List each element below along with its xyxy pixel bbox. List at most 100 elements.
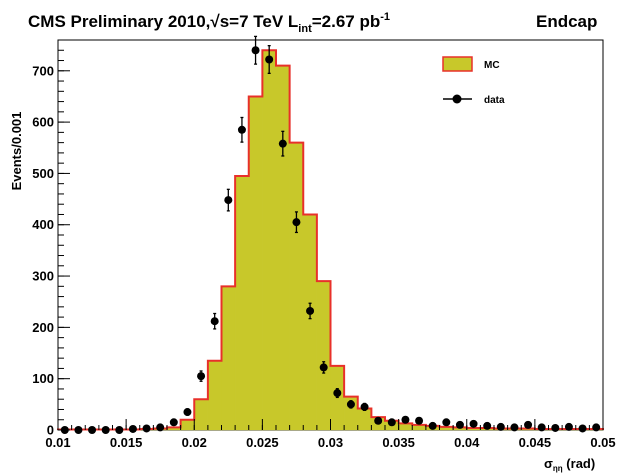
data-point-marker: [483, 421, 492, 430]
data-point-marker: [265, 55, 274, 64]
mc-bar: [248, 96, 263, 431]
x-axis-title-subscript: ηη: [553, 464, 563, 473]
data-point-marker: [442, 418, 451, 427]
data-point: [237, 116, 246, 143]
data-point-marker: [455, 420, 464, 429]
data-point: [142, 424, 151, 433]
legend-mc-swatch: [442, 56, 473, 72]
data-point: [360, 402, 369, 411]
data-point-marker: [496, 422, 505, 431]
data-point: [210, 312, 219, 330]
y-tick-label: 600: [32, 115, 54, 130]
data-point-marker: [115, 426, 124, 434]
data-point-marker: [278, 139, 287, 148]
data-point: [265, 44, 274, 75]
y-tick-label: 100: [32, 371, 54, 386]
title-lumi-value: =2.67 pb: [312, 12, 381, 31]
x-tick-label: 0.035: [382, 435, 415, 450]
data-point: [101, 426, 110, 434]
data-point-marker: [197, 372, 206, 381]
data-point-marker: [237, 125, 246, 134]
data-point-marker: [156, 423, 165, 432]
y-tick-label: 300: [32, 269, 54, 284]
legend-data-marker: [452, 94, 462, 104]
data-point-marker: [551, 423, 560, 432]
data-point-marker: [537, 423, 546, 432]
x-tick-label: 0.025: [246, 435, 279, 450]
data-point-marker: [88, 426, 97, 434]
data-point: [401, 415, 410, 424]
data-point: [374, 416, 383, 425]
data-point: [292, 211, 301, 234]
data-point-marker: [183, 408, 192, 417]
data-point-marker: [387, 418, 396, 427]
data-point-marker: [292, 218, 301, 227]
legend-data-label: data: [484, 95, 505, 106]
y-axis-title: Events/0.001: [9, 112, 24, 191]
data-point-marker: [142, 424, 151, 433]
data-point-marker: [360, 402, 369, 411]
mc-histogram-layer: [57, 49, 604, 431]
data-point: [251, 35, 260, 65]
x-tick-label: 0.04: [454, 435, 480, 450]
legend: MC data: [442, 56, 505, 106]
y-tick-label: 200: [32, 320, 54, 335]
data-point-marker: [564, 422, 573, 431]
data-point-marker: [401, 415, 410, 424]
mc-bar: [234, 175, 249, 431]
data-point: [551, 423, 560, 432]
title-lumi-superscript: -1: [380, 11, 390, 23]
data-point: [592, 423, 601, 432]
data-point-marker: [101, 426, 110, 434]
legend-mc-label: MC: [484, 60, 500, 71]
data-point-marker: [524, 420, 533, 429]
data-point: [455, 420, 464, 429]
data-point-marker: [333, 389, 342, 398]
data-point-marker: [251, 46, 260, 55]
data-point-marker: [319, 363, 328, 372]
y-tick-label: 500: [32, 166, 54, 181]
data-point: [442, 418, 451, 427]
x-tick-label: 0.05: [590, 435, 615, 450]
data-point: [224, 188, 233, 212]
data-point: [510, 423, 519, 432]
data-point-marker: [74, 426, 83, 434]
data-point-marker: [224, 196, 233, 205]
mc-bar: [221, 286, 236, 431]
data-point-marker: [415, 416, 424, 425]
data-point-marker: [374, 416, 383, 425]
x-axis-title-unit: (rad): [563, 456, 596, 471]
data-point-marker: [510, 423, 519, 432]
data-point: [169, 418, 178, 427]
data-point: [428, 421, 437, 430]
data-point: [115, 426, 124, 434]
data-point: [387, 418, 396, 427]
data-point: [469, 419, 478, 428]
data-point: [537, 423, 546, 432]
data-point: [319, 361, 328, 374]
y-tick-label: 400: [32, 217, 54, 232]
data-point-marker: [428, 421, 437, 430]
data-point: [197, 370, 206, 382]
title-lumi-subscript: int: [298, 23, 312, 35]
data-point: [578, 424, 587, 433]
y-tick-label: 700: [32, 63, 54, 78]
x-tick-label: 0.015: [110, 435, 143, 450]
mc-bar: [275, 65, 290, 431]
data-point-marker: [210, 317, 219, 326]
mc-bar: [180, 419, 195, 431]
data-point: [483, 421, 492, 430]
data-point: [346, 400, 355, 409]
mc-bar: [289, 142, 304, 431]
y-tick-label: 0: [47, 423, 54, 438]
data-point: [88, 426, 97, 434]
data-point: [306, 302, 315, 320]
data-point-marker: [469, 419, 478, 428]
data-point: [415, 416, 424, 425]
data-point-marker: [578, 424, 587, 433]
chart-region-label: Endcap: [536, 12, 597, 31]
x-tick-label: 0.03: [318, 435, 343, 450]
mc-bar: [357, 408, 372, 431]
data-point: [496, 422, 505, 431]
